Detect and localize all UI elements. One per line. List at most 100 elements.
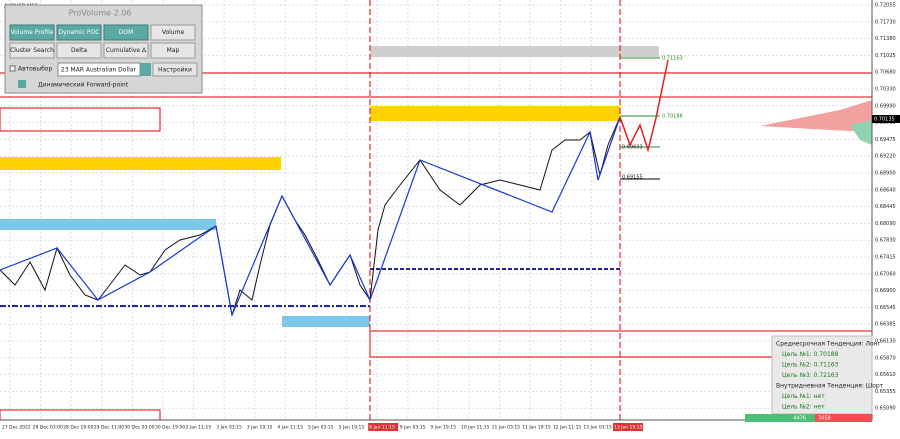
zone xyxy=(282,316,370,327)
time-label: 28 Dec 03:00 xyxy=(33,425,63,431)
price-label: 0.68640 xyxy=(875,187,896,193)
price-labels: 0.72055 0.71730 0.71380 0.71025 0.70680 0.703… xyxy=(875,3,896,412)
price-label: 0.65610 xyxy=(875,372,896,378)
info-line: Цель №3: 0.72163 xyxy=(782,372,839,379)
time-label: 13 Jan 19:15 xyxy=(614,425,643,431)
info-line: Цель №1: нет xyxy=(782,393,825,400)
panel-button-label: Delta xyxy=(71,47,87,54)
price-label: 0.68900 xyxy=(875,171,896,177)
price-label: 0.66545 xyxy=(875,305,896,311)
time-label: 3 Jan 19:15 xyxy=(247,425,273,431)
volume-profile xyxy=(760,100,872,132)
forward-toggle[interactable] xyxy=(18,80,26,88)
panel-button[interactable] xyxy=(103,24,149,41)
time-label: 3 Jan 03:15 xyxy=(216,425,242,431)
time-label: 5 Jan 19:15 xyxy=(339,425,365,431)
zigzag xyxy=(0,116,621,318)
panel-button-label: Cluster Search xyxy=(10,47,54,54)
price-label: 0.69220 xyxy=(875,154,896,160)
instrument: 23 MAR Australian Dollar xyxy=(61,67,136,74)
current-price: 0.70135 xyxy=(874,117,895,123)
settings-label: Настройки xyxy=(158,67,192,74)
price-label: 0.69475 xyxy=(875,137,896,143)
panel-button-label: Dynamic POC xyxy=(59,29,100,36)
panel-button-label: Volume Profile xyxy=(11,29,54,36)
panel-button[interactable] xyxy=(56,24,102,41)
time-label: 13 Jan 03:15 xyxy=(583,425,612,431)
provolume-panel: ProVolume 2.06 Volume Profile Dynamic POC… xyxy=(4,4,203,94)
time-label: 28 Dec 19:00 xyxy=(63,425,93,431)
checkbox-label: Автовыбор xyxy=(18,66,52,73)
price-label: 0.69735 xyxy=(875,120,896,126)
buy-volume: 4476 xyxy=(793,416,806,422)
panel-button[interactable] xyxy=(150,42,196,59)
volume-profile xyxy=(850,120,872,145)
level-label: 0.69155 xyxy=(622,175,643,181)
panel-button[interactable] xyxy=(9,24,55,41)
price-label: 0.71730 xyxy=(875,19,896,25)
panel-button[interactable] xyxy=(56,42,102,59)
info-heading: Внутридневная Тенденция: Шорт xyxy=(776,383,884,390)
settings-button[interactable] xyxy=(152,62,198,77)
price-label: 0.68445 xyxy=(875,204,896,210)
time-label: 9 Jan 19:15 xyxy=(430,425,456,431)
time-label: 4 Jan 11:15 xyxy=(277,425,303,431)
time-label: 10 Jan 11:15 xyxy=(461,425,490,431)
price-label: 0.65355 xyxy=(875,389,896,395)
panel-button-label: Map xyxy=(167,47,180,54)
price-label: 0.69990 xyxy=(875,103,896,109)
forecast xyxy=(619,59,669,153)
zone xyxy=(370,106,620,121)
forward-label: Динамический Forward-point xyxy=(38,82,129,89)
time-axis xyxy=(0,420,900,435)
dropdown[interactable] xyxy=(140,63,151,76)
sell-volume: 3458 xyxy=(818,416,831,422)
price-label: 0.66900 xyxy=(875,288,896,294)
price-line xyxy=(0,116,621,316)
panel-button[interactable] xyxy=(103,42,149,59)
price-label: 0.68090 xyxy=(875,221,896,227)
current-price-box xyxy=(872,115,900,123)
price-label: 0.72055 xyxy=(875,3,896,9)
level-label: 0.71163 xyxy=(662,56,683,62)
info-line: Цель №2: нет xyxy=(782,404,825,411)
time-label: 12 Jan 11:15 xyxy=(553,425,582,431)
panel-button[interactable] xyxy=(150,24,196,41)
time-label: 6 Jan 11:15 xyxy=(369,425,395,431)
time-highlight xyxy=(613,423,643,431)
panel-button-label: DOM xyxy=(119,29,134,36)
zone xyxy=(0,157,281,170)
price-label: 0.66130 xyxy=(875,339,896,345)
level-label: 0.70188 xyxy=(662,114,683,120)
time-highlight xyxy=(368,423,399,431)
level-label: 0.69603 xyxy=(622,145,643,151)
time-label: 5 Jan 03:15 xyxy=(308,425,334,431)
sell-bar xyxy=(815,414,872,422)
time-labels: 27 Dec 2022 28 Dec 03:00 28 Dec 19:00 29 De… xyxy=(2,423,643,431)
checkbox[interactable] xyxy=(9,65,16,72)
zone xyxy=(0,107,161,132)
price-label: 0.65870 xyxy=(875,355,896,361)
time-label: 2 Jan 11:15 xyxy=(186,425,212,431)
price-label: 0.67830 xyxy=(875,238,896,244)
panel-button[interactable] xyxy=(9,42,55,59)
panel-title: ProVolume 2.06 xyxy=(69,9,132,18)
info-box: Среднесрочная Тенденция: Лонг Цель №1: 0.… xyxy=(745,335,884,422)
time-label: 9 Jan 03:15 xyxy=(400,425,426,431)
price-label: 0.70330 xyxy=(875,87,896,93)
price-axis xyxy=(872,0,900,420)
buy-bar xyxy=(745,414,815,422)
price-label: 0.71025 xyxy=(875,53,896,59)
time-label: 30 Dec 19:00 xyxy=(155,425,185,431)
zone xyxy=(0,219,216,230)
price-label: 0.71380 xyxy=(875,36,896,42)
panel-button-label: Volume xyxy=(162,29,185,36)
price-label: 0.67060 xyxy=(875,271,896,277)
price-label: 0.65090 xyxy=(875,406,896,412)
time-label: 27 Dec 2022 xyxy=(2,425,31,431)
zones xyxy=(0,0,873,436)
price-label: 0.70680 xyxy=(875,70,896,76)
price-label: 0.66385 xyxy=(875,322,896,328)
price-label: 0.67415 xyxy=(875,255,896,261)
